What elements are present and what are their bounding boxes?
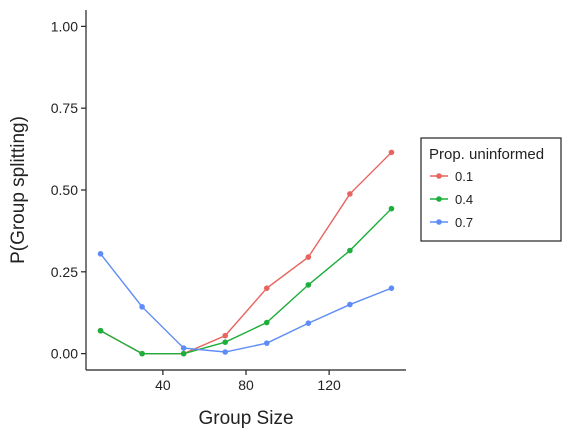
- y-tick-label: 1.00: [51, 18, 78, 34]
- series-0.7: [97, 251, 395, 355]
- y-tick-label: 0.00: [51, 346, 78, 362]
- legend-title: Prop. uninformed: [429, 146, 544, 163]
- data-point: [305, 282, 312, 288]
- y-tick-label: 0.75: [51, 100, 78, 116]
- data-point: [388, 285, 395, 291]
- data-point: [139, 350, 145, 357]
- data-point: [347, 301, 353, 308]
- y-axis-label: P(Group splitting): [8, 116, 29, 264]
- y-tick-label: 0.50: [51, 182, 78, 198]
- data-point: [180, 350, 187, 357]
- legend-key-point: [436, 219, 442, 225]
- legend-item: 0.7: [430, 215, 473, 230]
- data-point: [305, 254, 312, 260]
- legend-label: 0.4: [455, 192, 473, 207]
- data-point: [263, 340, 270, 346]
- data-point: [139, 304, 145, 310]
- data-point: [388, 205, 395, 212]
- legend-item: 0.4: [430, 192, 473, 207]
- legend-items: 0.1 0.4 0.7: [430, 169, 473, 230]
- x-tick-label: 80: [238, 377, 254, 393]
- legend-label: 0.1: [455, 169, 473, 184]
- data-point: [347, 247, 353, 254]
- data-point: [222, 339, 229, 345]
- x-axis-label: Group Size: [198, 408, 293, 429]
- data-point: [180, 345, 187, 351]
- data-point: [263, 285, 270, 291]
- data-point: [305, 320, 312, 327]
- series-line: [99, 253, 392, 353]
- legend-box: [420, 137, 562, 242]
- data-point: [388, 149, 395, 156]
- x-tick-label: 40: [155, 377, 171, 393]
- data-point: [222, 332, 229, 339]
- y-tick-label: 0.25: [51, 264, 78, 280]
- y-ticks: 0.00 0.25 0.50 0.75 1.00: [51, 18, 86, 362]
- legend: Prop. uninformed 0.1 0.4 0.7: [420, 137, 562, 242]
- series-layer: [97, 149, 395, 357]
- data-point: [263, 319, 270, 326]
- x-tick-label: 120: [317, 377, 341, 393]
- data-point: [97, 327, 104, 334]
- x-ticks: 40 80 120: [155, 370, 341, 393]
- series-0.4: [97, 205, 395, 357]
- data-point: [222, 349, 229, 355]
- legend-label: 0.7: [455, 215, 473, 230]
- legend-key-point: [436, 196, 442, 202]
- data-point: [347, 191, 353, 197]
- axes: [85, 10, 406, 371]
- legend-item: 0.1: [430, 169, 473, 184]
- legend-key-point: [436, 173, 442, 179]
- data-point: [97, 251, 104, 257]
- series-line: [100, 208, 392, 355]
